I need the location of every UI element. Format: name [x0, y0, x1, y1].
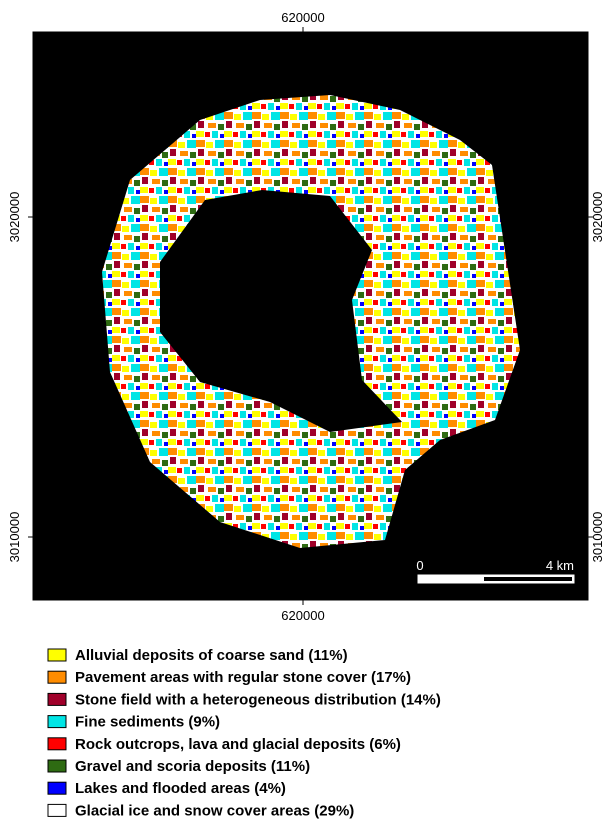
- legend-label: Glacial ice and snow cover areas (29%): [75, 802, 354, 819]
- map-figure: 620000 620000 3020000 3010000 3020000 30…: [0, 0, 606, 821]
- scale-label: 4 km: [546, 558, 574, 573]
- legend-swatch: [48, 738, 66, 750]
- legend-swatch: [48, 671, 66, 683]
- axis-label: 3020000: [7, 192, 22, 243]
- legend-label: Alluvial deposits of coarse sand (11%): [75, 647, 348, 664]
- axis-label: 620000: [281, 10, 324, 25]
- legend-label: Gravel and scoria deposits (11%): [75, 758, 310, 775]
- legend-swatch: [48, 693, 66, 705]
- axis-label: 3010000: [7, 512, 22, 563]
- axis-label: 3010000: [590, 512, 605, 563]
- scale-label: 0: [416, 558, 423, 573]
- legend-swatch: [48, 649, 66, 661]
- legend-label: Fine sediments (9%): [75, 714, 220, 731]
- legend-label: Rock outcrops, lava and glacial deposits…: [75, 736, 401, 753]
- legend: Alluvial deposits of coarse sand (11%) Pa…: [48, 647, 441, 819]
- legend-label: Lakes and flooded areas (4%): [75, 780, 286, 797]
- legend-swatch: [48, 716, 66, 728]
- legend-swatch: [48, 760, 66, 772]
- axis-label: 3020000: [590, 192, 605, 243]
- axis-label: 620000: [281, 608, 324, 623]
- legend-label: Pavement areas with regular stone cover …: [75, 669, 411, 686]
- legend-label: Stone field with a heterogeneous distrib…: [75, 691, 441, 708]
- legend-swatch: [48, 782, 66, 794]
- legend-swatch: [48, 804, 66, 816]
